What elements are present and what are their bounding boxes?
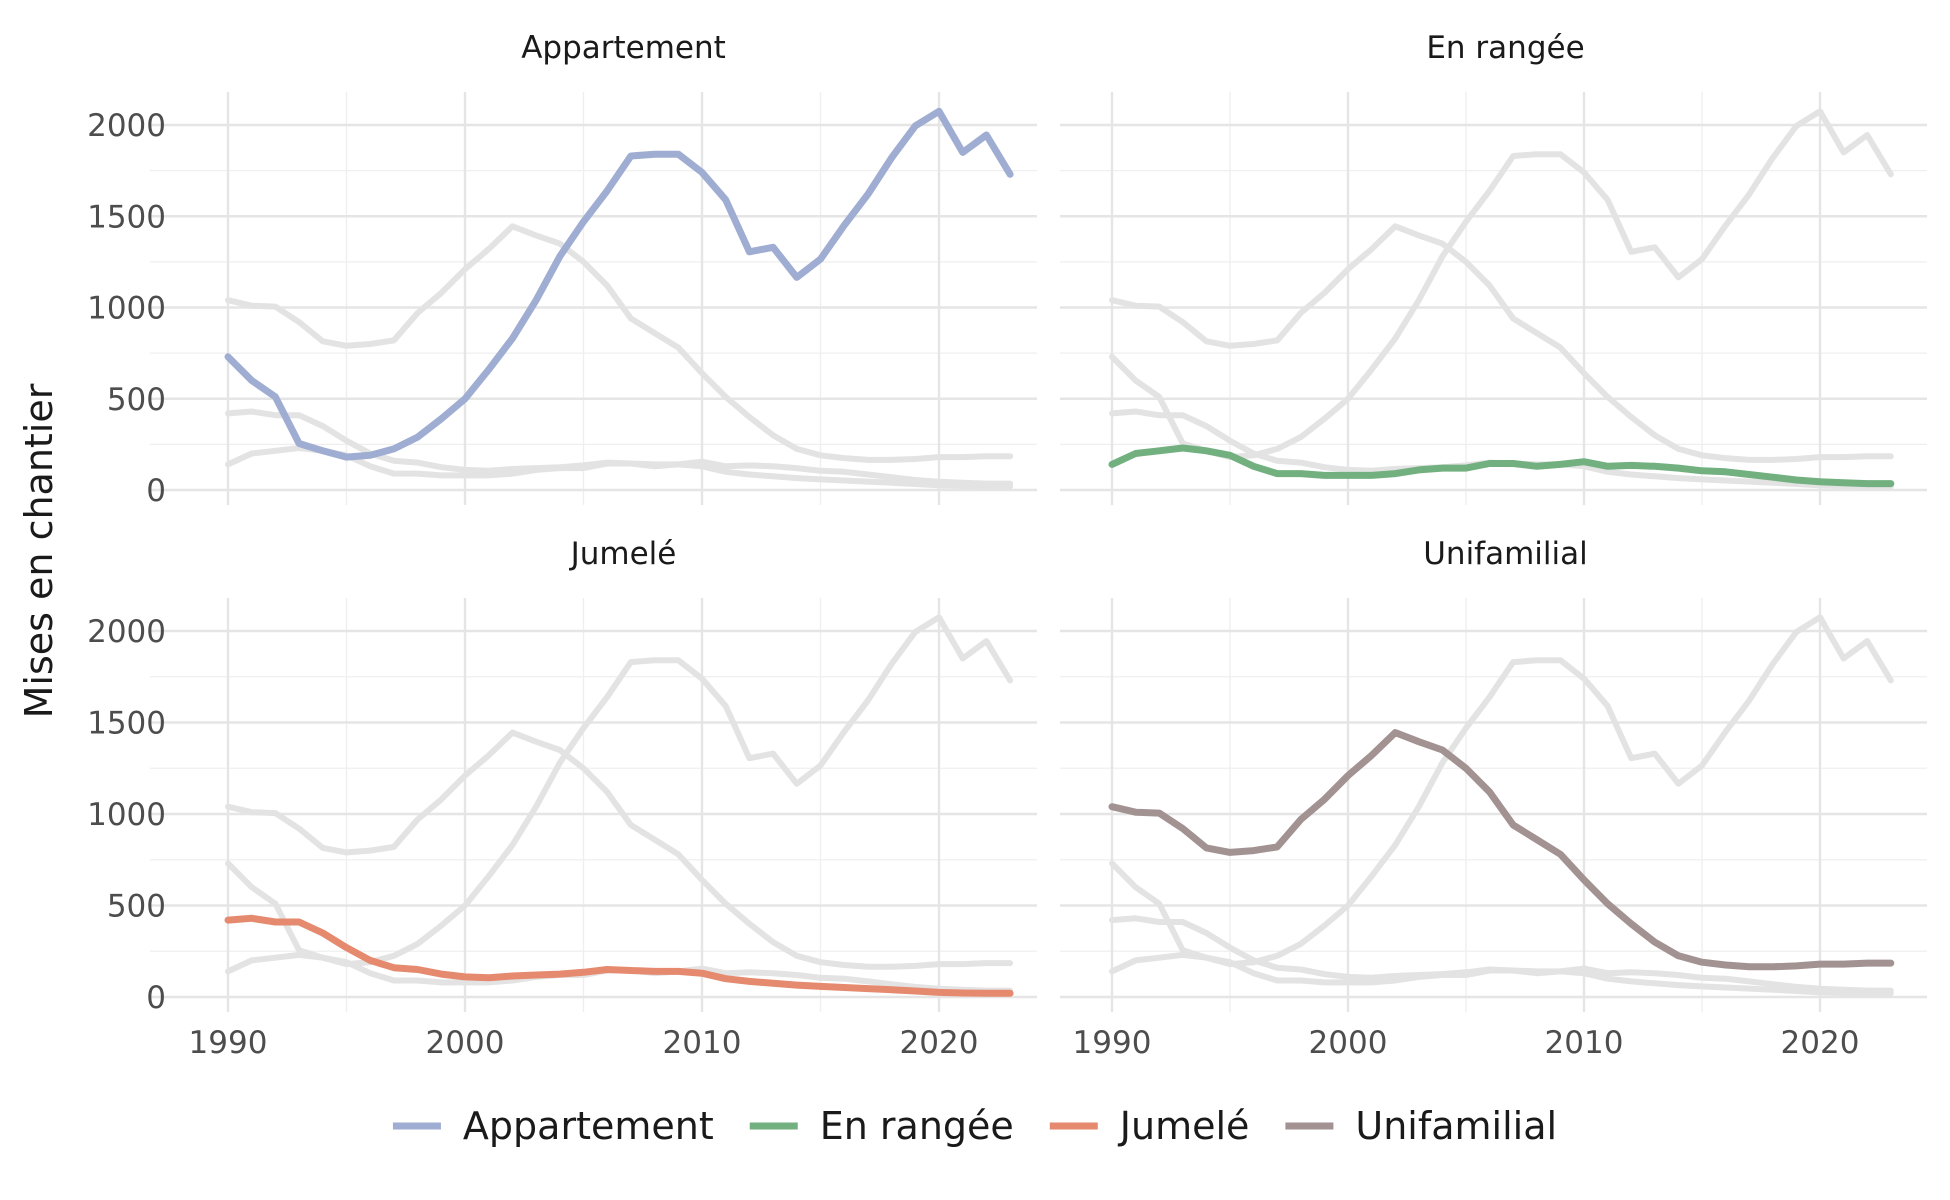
y-tick-label: 0 [146, 980, 166, 1016]
legend-label: En rangée [820, 1104, 1014, 1148]
series-line-jumele [224, 914, 1014, 997]
y-tick-label: 1000 [87, 291, 166, 327]
x-tick-label: 2000 [1309, 1025, 1388, 1061]
panel-appartement: Appartement 0 500 1000 1500 2000 [87, 30, 1037, 509]
legend-label: Jumelé [1118, 1104, 1250, 1148]
x-tick-label: 2010 [663, 1025, 742, 1061]
facet-title: En rangée [1426, 30, 1584, 66]
legend-item-jumele: Jumelé [1049, 1104, 1250, 1148]
series-line-unifamilial [1108, 729, 1895, 971]
x-tick-label: 1990 [189, 1025, 268, 1061]
y-tick-label: 1500 [87, 706, 166, 742]
ghost-line-unifamilial [225, 729, 1014, 970]
series-line-en-rangee [1108, 444, 1895, 488]
panel-en-rangee: En rangée [1060, 30, 1927, 505]
y-tick-label: 1500 [87, 199, 166, 235]
legend-item-en-rangee: En rangée [749, 1104, 1014, 1148]
ghost-line-jumele [1109, 915, 1894, 997]
ghost-line-appartement [1109, 108, 1894, 461]
y-tick-label: 1000 [87, 797, 166, 833]
legend-item-unifamilial: Unifamilial [1285, 1104, 1557, 1148]
facet-title: Unifamilial [1423, 536, 1588, 572]
y-tick-label: 2000 [87, 614, 166, 650]
series-line-appartement [224, 107, 1014, 461]
x-tick-label: 2010 [1545, 1025, 1624, 1061]
y-tick-label: 500 [107, 889, 166, 925]
facet-title: Appartement [521, 30, 726, 66]
x-tick-label: 2000 [426, 1025, 505, 1061]
y-tick-label: 500 [107, 382, 166, 418]
legend-label: Unifamilial [1355, 1104, 1557, 1148]
panel-unifamilial: Unifamilial 1990 2000 2010 2020 [1060, 536, 1927, 1061]
ghost-line-appartement [225, 108, 1014, 461]
ghost-line-unifamilial [1109, 223, 1894, 463]
x-tick-label: 1990 [1073, 1025, 1152, 1061]
y-tick-label: 0 [146, 473, 166, 509]
legend: Appartement En rangée Jumelé Unifamilial [392, 1104, 1557, 1148]
y-axis-title: Mises en chantier [17, 383, 61, 718]
panel-jumele: Jumelé 0 500 1000 1500 2000 1990 2000 2010 2020 [87, 536, 1037, 1061]
x-tick-label: 2020 [900, 1025, 979, 1061]
ghost-line-appartement [1109, 614, 1894, 968]
ghost-line-jumele [225, 408, 1014, 490]
y-tick-label: 2000 [87, 108, 166, 144]
ghost-line-unifamilial [225, 223, 1014, 463]
x-tick-label: 2020 [1781, 1025, 1860, 1061]
ghost-line-appartement [225, 614, 1014, 968]
legend-label: Appartement [463, 1104, 714, 1148]
legend-item-appartement: Appartement [392, 1104, 714, 1148]
facet-panels: Appartement 0 500 1000 1500 2000 En rangée Jume… [87, 30, 1927, 1061]
facet-title: Jumelé [569, 536, 677, 572]
